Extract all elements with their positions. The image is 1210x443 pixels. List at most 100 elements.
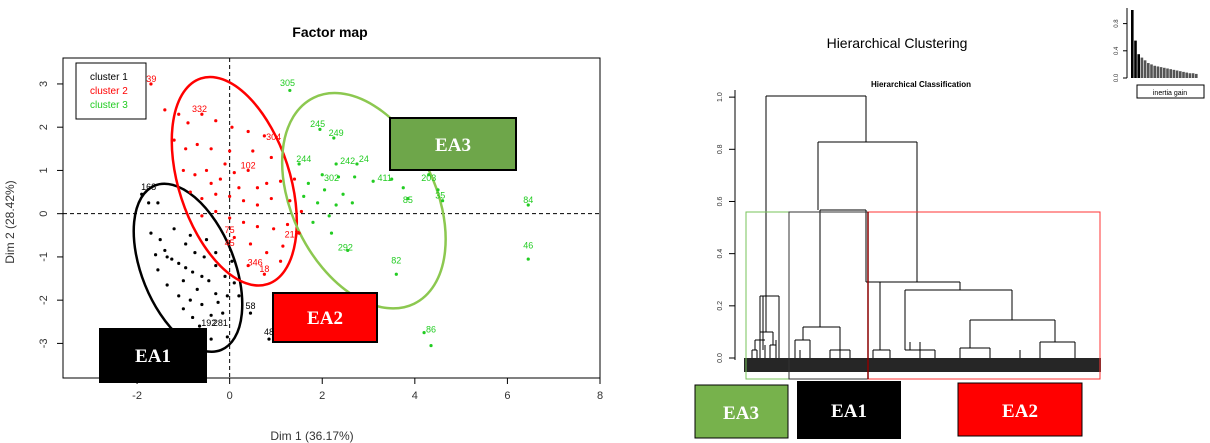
point-cluster-1 bbox=[225, 294, 229, 298]
point-cluster-1 bbox=[214, 250, 218, 255]
point-label-cluster-2: 102 bbox=[241, 160, 256, 170]
point-cluster-2 bbox=[200, 196, 204, 201]
inset-bar bbox=[1166, 68, 1169, 78]
point-cluster-1 bbox=[225, 335, 229, 339]
point-cluster-2 bbox=[200, 112, 204, 116]
point-cluster-1 bbox=[184, 266, 188, 270]
point-cluster-3 bbox=[334, 203, 338, 207]
point-cluster-2 bbox=[251, 149, 255, 153]
point-cluster-1 bbox=[232, 281, 236, 285]
point-cluster-1 bbox=[184, 242, 188, 246]
x-tick-label: 0 bbox=[227, 390, 233, 402]
point-cluster-3 bbox=[350, 201, 354, 205]
point-cluster-3 bbox=[316, 201, 320, 205]
point-cluster-3 bbox=[441, 199, 445, 203]
point-label-cluster-2: 346 bbox=[248, 258, 263, 268]
point-label-cluster-3: 292 bbox=[338, 242, 353, 252]
inset-bar bbox=[1159, 67, 1163, 78]
point-label-cluster-3: 82 bbox=[391, 255, 401, 265]
point-cluster-2 bbox=[193, 173, 197, 177]
point-cluster-3 bbox=[422, 330, 426, 335]
dendrogram-annotation-ea1: EA1 bbox=[797, 381, 901, 439]
point-cluster-2 bbox=[272, 227, 276, 231]
point-cluster-2 bbox=[230, 125, 234, 129]
point-cluster-1 bbox=[188, 298, 192, 302]
y-tick-label: 1 bbox=[38, 167, 50, 173]
dendrogram-annotation-ea2-label: EA2 bbox=[1002, 401, 1038, 422]
point-cluster-2 bbox=[232, 170, 236, 175]
point-cluster-1 bbox=[267, 337, 271, 341]
inset-bar bbox=[1156, 66, 1160, 78]
inset-bar bbox=[1140, 57, 1144, 78]
point-label-cluster-1: 168 bbox=[141, 182, 156, 192]
inset-bars bbox=[1131, 10, 1198, 78]
point-cluster-3 bbox=[288, 88, 292, 93]
inset-bar bbox=[1134, 40, 1137, 78]
point-cluster-1 bbox=[170, 257, 174, 261]
point-label-cluster-3: 86 bbox=[426, 325, 436, 335]
point-cluster-2 bbox=[209, 147, 213, 151]
point-cluster-1 bbox=[177, 294, 181, 298]
inset-bar bbox=[1147, 63, 1150, 78]
point-cluster-2 bbox=[248, 242, 253, 246]
branch-ea2 bbox=[872, 281, 1076, 358]
point-label-cluster-3: 245 bbox=[310, 119, 325, 129]
point-cluster-2 bbox=[281, 244, 285, 248]
inertia-gain-button[interactable] bbox=[1136, 84, 1205, 99]
point-cluster-2 bbox=[223, 162, 227, 166]
dendrogram-tree bbox=[744, 95, 1101, 372]
inset-y-ticks: 0.0 0.4 0.8 bbox=[1114, 19, 1127, 82]
point-cluster-2 bbox=[255, 225, 260, 229]
point-cluster-1 bbox=[165, 283, 169, 287]
point-cluster-2 bbox=[265, 250, 269, 255]
point-cluster-2 bbox=[214, 209, 218, 214]
point-cluster-2 bbox=[285, 222, 290, 227]
point-cluster-1 bbox=[156, 268, 160, 272]
point-cluster-2 bbox=[299, 209, 304, 214]
branch-ea3 bbox=[751, 96, 780, 358]
point-cluster-1 bbox=[153, 253, 158, 257]
point-cluster-2 bbox=[188, 190, 192, 194]
factor-map-legend: cluster 1 cluster 2 cluster 3 bbox=[75, 62, 147, 120]
point-cluster-2 bbox=[246, 263, 250, 268]
dendrogram-y-tick-label: 0.0 bbox=[717, 353, 724, 363]
legend-box bbox=[75, 62, 147, 120]
inset-bar bbox=[1191, 73, 1195, 78]
annotation-ea1: EA1 bbox=[99, 328, 207, 383]
point-label-cluster-3: 244 bbox=[296, 154, 311, 164]
point-cluster-3 bbox=[436, 188, 440, 192]
annotation-ea1-label: EA1 bbox=[135, 346, 171, 367]
dendrogram-annotation-ea1-label: EA1 bbox=[831, 401, 867, 422]
x-tick-label: 4 bbox=[412, 390, 418, 402]
annotation-ea2: EA2 bbox=[272, 292, 378, 343]
point-cluster-1 bbox=[237, 294, 241, 298]
factor-map-plot-area bbox=[62, 57, 601, 379]
point-cluster-2 bbox=[184, 147, 188, 151]
inset-bar bbox=[1175, 70, 1179, 78]
point-cluster-2 bbox=[241, 220, 246, 224]
point-label-cluster-3: 249 bbox=[329, 128, 344, 138]
point-cluster-3 bbox=[327, 214, 331, 218]
inset-bar bbox=[1188, 73, 1192, 78]
inset-y-tick-label: 0.4 bbox=[1114, 46, 1120, 55]
point-cluster-3 bbox=[429, 343, 433, 348]
point-label-cluster-2: 75 bbox=[225, 225, 235, 235]
point-cluster-3 bbox=[390, 177, 394, 181]
point-cluster-2 bbox=[195, 142, 199, 147]
hierarchical-clustering: Hierarchical Clustering Hierarchical Cla… bbox=[694, 8, 1205, 439]
y-tick-label: 3 bbox=[38, 81, 50, 87]
point-cluster-2 bbox=[214, 192, 218, 196]
point-cluster-1 bbox=[221, 311, 225, 315]
point-label-cluster-1: 192 bbox=[201, 318, 216, 328]
x-tick-label: 8 bbox=[597, 390, 603, 402]
point-label-cluster-2: 18 bbox=[259, 264, 269, 274]
point-cluster-3 bbox=[371, 179, 375, 183]
point-cluster-1 bbox=[223, 274, 227, 278]
point-cluster-3 bbox=[320, 173, 324, 177]
annotation-ea3-label: EA3 bbox=[435, 135, 471, 156]
inset-bar bbox=[1143, 60, 1147, 78]
inset-bar bbox=[1185, 72, 1188, 78]
inset-bar bbox=[1182, 71, 1185, 78]
point-cluster-1 bbox=[204, 238, 209, 242]
